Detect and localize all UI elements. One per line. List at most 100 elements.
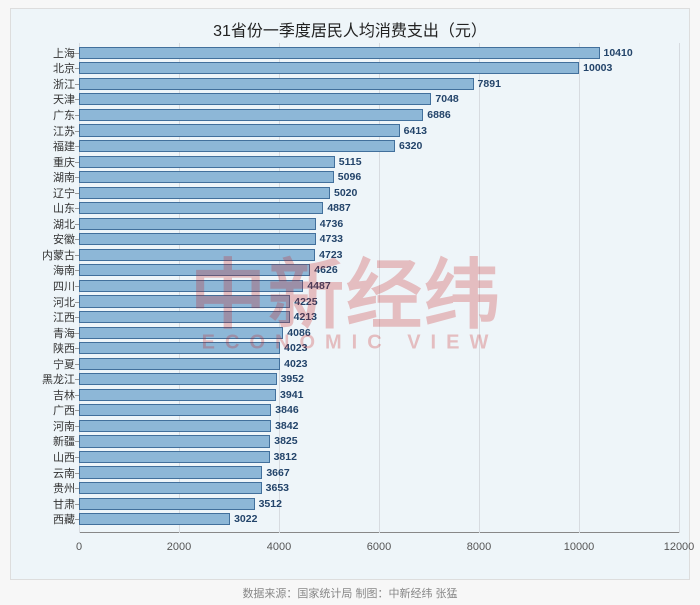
bar-value-label: 10003 bbox=[583, 62, 612, 74]
bar bbox=[79, 513, 230, 525]
bar-row: 重庆5115 bbox=[79, 154, 679, 170]
bar-row: 天津7048 bbox=[79, 92, 679, 108]
bar bbox=[79, 218, 316, 230]
bar-value-label: 3842 bbox=[275, 420, 298, 432]
bar bbox=[79, 498, 255, 510]
bar bbox=[79, 358, 280, 370]
bar-row: 山东4887 bbox=[79, 200, 679, 216]
bar-value-label: 3846 bbox=[275, 404, 298, 416]
bar-row: 甘肃3512 bbox=[79, 496, 679, 512]
bar bbox=[79, 482, 262, 494]
bar bbox=[79, 420, 271, 432]
bar-category-label: 重庆 bbox=[53, 154, 75, 170]
bar-category-label: 江苏 bbox=[53, 123, 75, 139]
bar-category-label: 福建 bbox=[53, 138, 75, 154]
bar bbox=[79, 187, 330, 199]
bar-row: 吉林3941 bbox=[79, 387, 679, 403]
bar-category-label: 上海 bbox=[53, 45, 75, 61]
chart-frame: 31省份一季度居民人均消费支出（元） 020004000600080001000… bbox=[10, 8, 690, 580]
bar-row: 北京10003 bbox=[79, 61, 679, 77]
bar bbox=[79, 202, 323, 214]
bar bbox=[79, 233, 316, 245]
bar-value-label: 3952 bbox=[281, 373, 304, 385]
bar-category-label: 内蒙古 bbox=[42, 247, 75, 263]
bar-row: 黑龙江3952 bbox=[79, 371, 679, 387]
bar-category-label: 贵州 bbox=[53, 480, 75, 496]
bar-row: 新疆3825 bbox=[79, 434, 679, 450]
bar-row: 青海4086 bbox=[79, 325, 679, 341]
bar bbox=[79, 295, 290, 307]
bar-value-label: 7048 bbox=[435, 93, 458, 105]
bar-value-label: 4733 bbox=[320, 233, 343, 245]
bar-value-label: 3653 bbox=[266, 482, 289, 494]
bar-category-label: 云南 bbox=[53, 465, 75, 481]
bar-category-label: 新疆 bbox=[53, 433, 75, 449]
bar-row: 湖北4736 bbox=[79, 216, 679, 232]
bar-category-label: 辽宁 bbox=[53, 185, 75, 201]
bar-category-label: 天津 bbox=[53, 91, 75, 107]
bar-row: 四川4487 bbox=[79, 278, 679, 294]
bar-value-label: 3812 bbox=[274, 451, 297, 463]
bar-value-label: 3512 bbox=[259, 498, 282, 510]
bar-value-label: 4086 bbox=[287, 327, 310, 339]
bar-value-label: 4626 bbox=[314, 264, 337, 276]
bar bbox=[79, 280, 303, 292]
bar-category-label: 海南 bbox=[53, 262, 75, 278]
bar-category-label: 宁夏 bbox=[53, 356, 75, 372]
bar-value-label: 5096 bbox=[338, 171, 361, 183]
bar-value-label: 6413 bbox=[404, 125, 427, 137]
gridline bbox=[679, 43, 680, 533]
bar-category-label: 广东 bbox=[53, 107, 75, 123]
bar-value-label: 4225 bbox=[294, 296, 317, 308]
bar-row: 海南4626 bbox=[79, 263, 679, 279]
bar-value-label: 7891 bbox=[478, 78, 501, 90]
bar-category-label: 青海 bbox=[53, 325, 75, 341]
bar-category-label: 山东 bbox=[53, 200, 75, 216]
bar bbox=[79, 109, 423, 121]
bar bbox=[79, 389, 276, 401]
bar bbox=[79, 311, 290, 323]
x-tick-label: 10000 bbox=[564, 541, 595, 553]
bar-row: 河南3842 bbox=[79, 418, 679, 434]
bar-value-label: 4723 bbox=[319, 249, 342, 261]
bar-value-label: 4487 bbox=[307, 280, 330, 292]
x-tick-label: 2000 bbox=[167, 541, 191, 553]
bar-row: 宁夏4023 bbox=[79, 356, 679, 372]
x-tick-label: 0 bbox=[76, 541, 82, 553]
bar-category-label: 甘肃 bbox=[53, 496, 75, 512]
bar bbox=[79, 451, 270, 463]
bar bbox=[79, 124, 400, 136]
bar-value-label: 4887 bbox=[327, 202, 350, 214]
bar bbox=[79, 62, 579, 74]
bar bbox=[79, 264, 310, 276]
bar-value-label: 10410 bbox=[604, 47, 633, 59]
bar-value-label: 3825 bbox=[274, 435, 297, 447]
bar bbox=[79, 140, 395, 152]
bar-row: 广西3846 bbox=[79, 403, 679, 419]
bar-row: 内蒙古4723 bbox=[79, 247, 679, 263]
bar-value-label: 3941 bbox=[280, 389, 303, 401]
bar-row: 福建6320 bbox=[79, 138, 679, 154]
bar-category-label: 山西 bbox=[53, 449, 75, 465]
bar-category-label: 广西 bbox=[53, 402, 75, 418]
bar-row: 辽宁5020 bbox=[79, 185, 679, 201]
bar-row: 西藏3022 bbox=[79, 511, 679, 527]
bar-value-label: 5020 bbox=[334, 187, 357, 199]
bar-row: 安徽4733 bbox=[79, 232, 679, 248]
bar-category-label: 北京 bbox=[53, 60, 75, 76]
bar bbox=[79, 373, 277, 385]
bar-value-label: 6320 bbox=[399, 140, 422, 152]
bar-category-label: 湖南 bbox=[53, 169, 75, 185]
bar-row: 云南3667 bbox=[79, 465, 679, 481]
bar bbox=[79, 249, 315, 261]
bar-row: 广东6886 bbox=[79, 107, 679, 123]
x-tick-label: 8000 bbox=[467, 541, 491, 553]
bar-category-label: 浙江 bbox=[53, 76, 75, 92]
bar-category-label: 河北 bbox=[53, 294, 75, 310]
bar-row: 河北4225 bbox=[79, 294, 679, 310]
bars-container: 上海10410北京10003浙江7891天津7048广东6886江苏6413福建… bbox=[79, 45, 679, 527]
source-text: 数据来源：国家统计局 制图：中新经纬 张猛 bbox=[0, 585, 700, 601]
bar-row: 陕西4023 bbox=[79, 340, 679, 356]
bar bbox=[79, 93, 431, 105]
bar-category-label: 安徽 bbox=[53, 231, 75, 247]
